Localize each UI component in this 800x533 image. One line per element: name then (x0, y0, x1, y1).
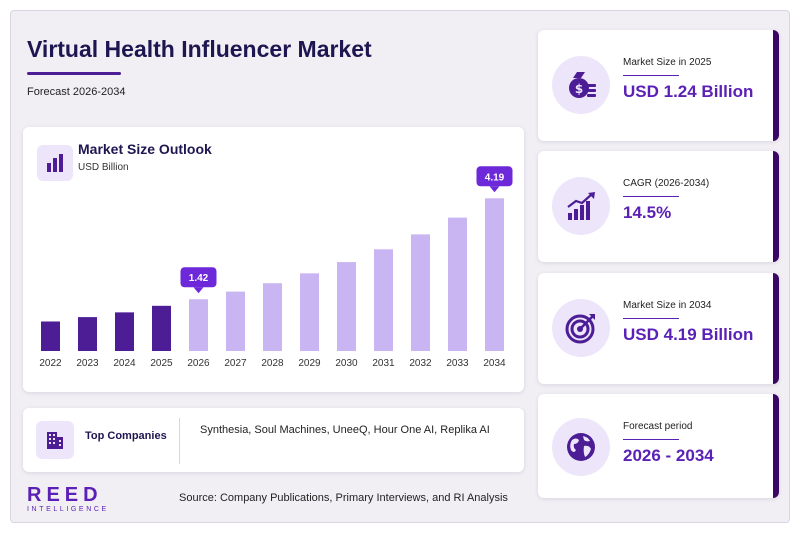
building-icon (36, 421, 74, 459)
x-tick-label: 2027 (224, 358, 247, 369)
market-size-chart-card: Market Size Outlook USD Billion 2022 2023… (23, 127, 524, 392)
bar-2032 (411, 234, 430, 351)
x-tick-label: 2033 (446, 358, 469, 369)
stat-value: USD 4.19 Billion (623, 325, 754, 344)
svg-text:$: $ (575, 82, 583, 96)
target-icon (552, 299, 610, 357)
growth-chart-icon (552, 177, 610, 235)
x-tick-label: 2023 (76, 358, 99, 369)
source-note: Source: Company Publications, Primary In… (179, 492, 508, 504)
bar-2022 (41, 321, 60, 351)
top-companies-label: Top Companies (85, 430, 167, 442)
x-tick-label: 2034 (483, 358, 506, 369)
stat-value: 2026 - 2034 (623, 446, 714, 465)
bar-2023 (78, 317, 97, 351)
stat-label: Market Size in 2025 (623, 57, 712, 68)
bar-chart-icon (37, 145, 73, 181)
x-tick-label: 2026 (187, 358, 210, 369)
top-companies-list: Synthesia, Soul Machines, UneeQ, Hour On… (200, 424, 490, 436)
bar-2029 (300, 273, 319, 351)
callout-label: 4.19 (485, 172, 505, 183)
stat-label: Market Size in 2034 (623, 300, 712, 311)
bar-2031 (374, 249, 393, 351)
bar-2027 (226, 291, 245, 351)
divider (179, 418, 180, 464)
bar-2034 (485, 198, 504, 351)
logo-sub: INTELLIGENCE (27, 506, 109, 513)
x-tick-label: 2032 (409, 358, 432, 369)
page-title: Virtual Health Influencer Market (27, 36, 372, 62)
bar-2028 (263, 283, 282, 351)
chart-title: Market Size Outlook (78, 141, 212, 157)
money-bag-icon: $ (552, 56, 610, 114)
stat-card-forecast-period: Forecast period 2026 - 2034 (538, 394, 779, 498)
stat-rule (623, 75, 679, 76)
stat-card-market-size-2025: $ Market Size in 2025 USD 1.24 Billion (538, 30, 779, 141)
x-tick-label: 2028 (261, 358, 284, 369)
x-tick-label: 2025 (150, 358, 173, 369)
globe-icon (552, 418, 610, 476)
bar-2030 (337, 262, 356, 351)
stat-rule (623, 196, 679, 197)
bar-chart: 2022 2023 2024 2025 2026 2027 2028 2029 2030 2031… (39, 166, 513, 369)
stat-value: 14.5% (623, 203, 672, 222)
reed-intelligence-logo: REED INTELLIGENCE (27, 484, 123, 513)
callout-2034: 4.19 (476, 166, 513, 193)
bar-2026 (189, 299, 208, 351)
bar-2025 (152, 305, 171, 351)
callout-label: 1.42 (189, 273, 209, 284)
title-underline (27, 72, 121, 75)
chart-unit: USD Billion (78, 162, 129, 173)
top-companies-card: Top Companies Synthesia, Soul Machines, … (23, 408, 524, 472)
x-tick-label: 2022 (39, 358, 62, 369)
stat-rule (623, 439, 679, 440)
callout-2026: 1.42 (180, 267, 217, 294)
x-tick-label: 2031 (372, 358, 395, 369)
bar-2033 (448, 217, 467, 351)
x-tick-label: 2029 (298, 358, 321, 369)
page-subtitle: Forecast 2026-2034 (27, 86, 126, 98)
stat-card-market-size-2034: Market Size in 2034 USD 4.19 Billion (538, 273, 779, 384)
stat-rule (623, 318, 679, 319)
logo-main: REED (27, 484, 103, 506)
x-tick-label: 2030 (335, 358, 358, 369)
stat-label: CAGR (2026-2034) (623, 178, 710, 189)
stat-label: Forecast period (623, 421, 693, 432)
stat-value: USD 1.24 Billion (623, 82, 754, 101)
bar-2024 (115, 312, 134, 351)
stat-card-cagr: CAGR (2026-2034) 14.5% (538, 151, 779, 262)
x-tick-label: 2024 (113, 358, 136, 369)
